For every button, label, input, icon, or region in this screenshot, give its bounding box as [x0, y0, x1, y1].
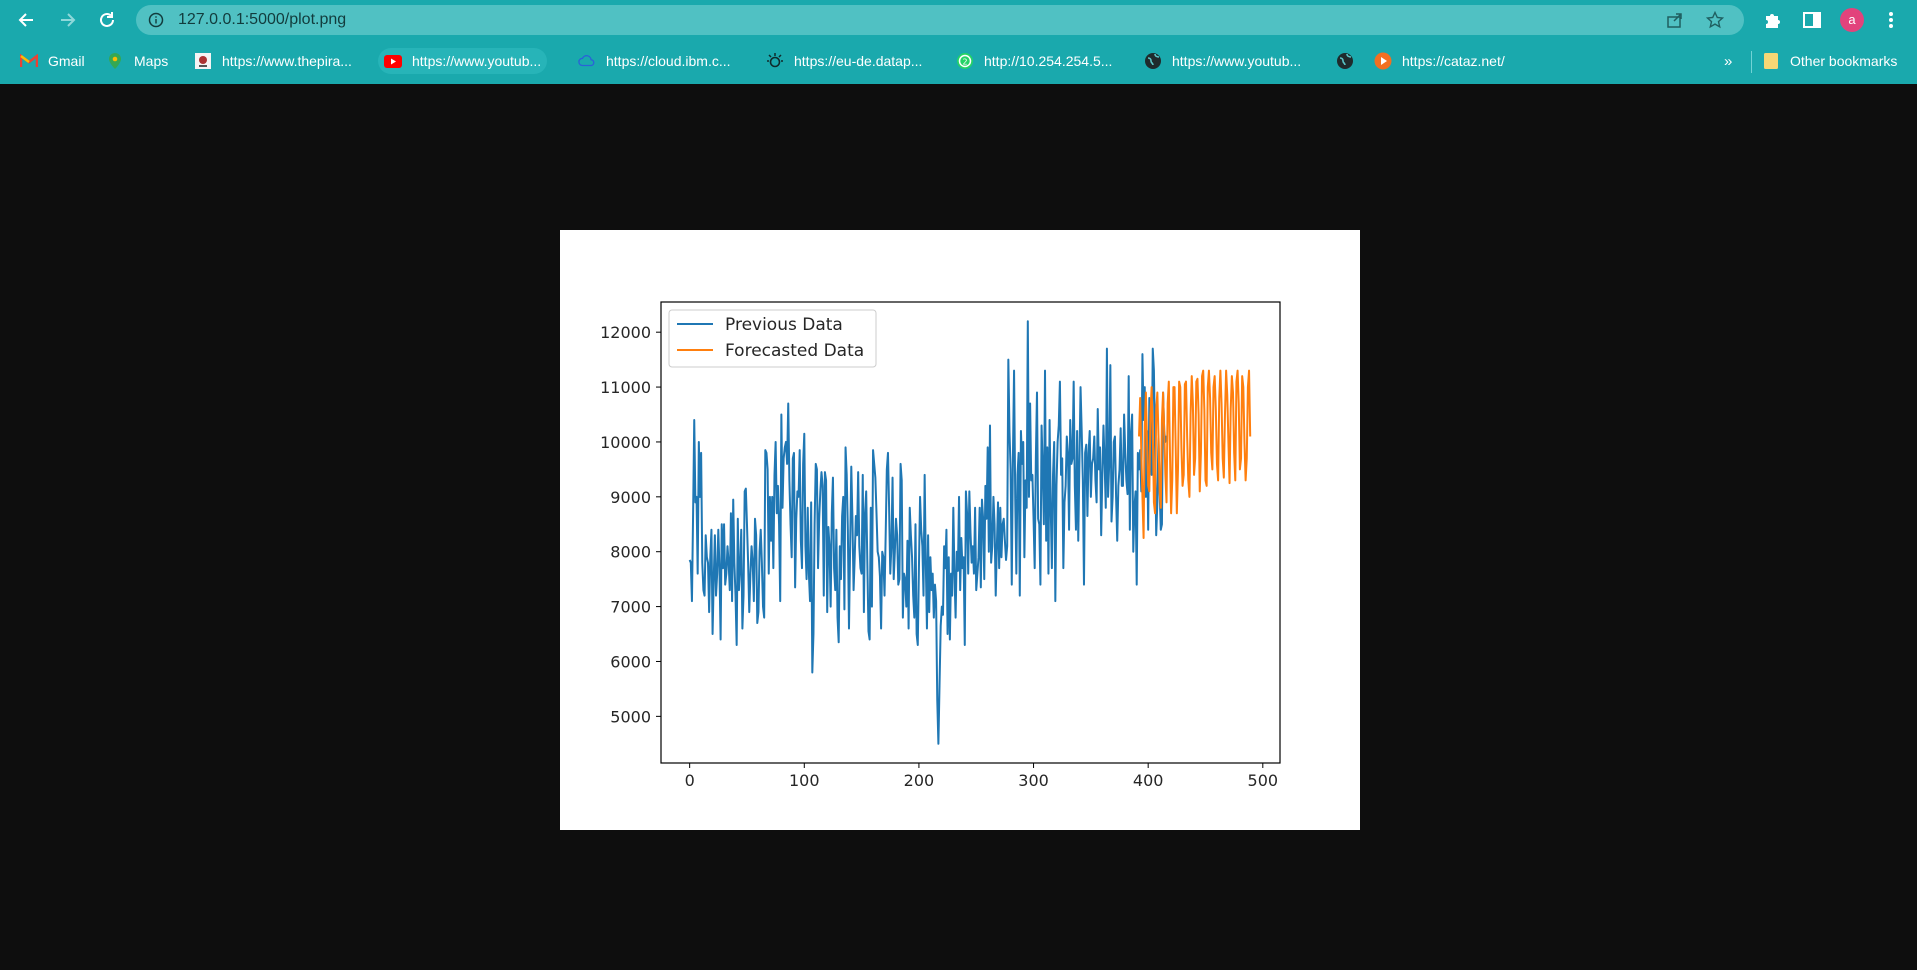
maps-icon — [106, 52, 124, 70]
extensions-button[interactable] — [1762, 9, 1784, 31]
ibm-data-icon — [766, 52, 784, 70]
bookmark-label: Gmail — [48, 53, 85, 69]
bookmark-label: https://cloud.ibm.c... — [606, 53, 731, 69]
other-bookmarks[interactable]: Other bookmarks — [1756, 48, 1903, 74]
ibm-cloud-icon — [578, 52, 596, 70]
bookmark-label: https://www.thepira... — [222, 53, 352, 69]
back-button[interactable] — [14, 7, 40, 33]
y-tick-label: 9000 — [610, 488, 651, 507]
bookmark-label: https://cataz.net/ — [1402, 53, 1505, 69]
play-icon — [1374, 52, 1392, 70]
url-text[interactable]: 127.0.0.1:5000/plot.png — [178, 11, 347, 28]
back-arrow-icon — [18, 13, 33, 27]
y-tick-label: 8000 — [610, 543, 651, 562]
site-info-icon[interactable] — [148, 12, 164, 28]
y-tick-label: 10000 — [600, 433, 651, 452]
side-panel-icon — [1803, 12, 1821, 28]
bookmark-ibm-cloud[interactable]: https://cloud.ibm.c... — [572, 48, 737, 74]
series-line-1 — [1138, 369, 1252, 539]
whatsapp-icon: 2 — [956, 52, 974, 70]
axes-frame — [660, 301, 1281, 764]
youtube-icon — [384, 52, 402, 70]
legend-label: Previous Data — [725, 315, 843, 335]
legend-label: Forecasted Data — [725, 341, 864, 361]
bookmark-cataz[interactable]: https://cataz.net/ — [1368, 48, 1511, 74]
x-tick-label: 0 — [685, 771, 695, 790]
bookmark-gmail[interactable]: Gmail — [14, 48, 91, 74]
x-tick-label: 200 — [904, 771, 935, 790]
y-tick-label: 5000 — [610, 707, 651, 726]
y-tick-label: 11000 — [600, 378, 651, 397]
bookmark-youtube-2[interactable]: https://www.youtub... — [1138, 48, 1307, 74]
forward-arrow-icon — [61, 13, 76, 27]
legend-box — [668, 309, 877, 368]
bookmark-label: Maps — [134, 53, 169, 69]
profile-avatar[interactable]: a — [1840, 8, 1864, 32]
gmail-icon — [20, 52, 38, 70]
y-tick-label: 7000 — [610, 598, 651, 617]
globe-icon — [1336, 52, 1354, 70]
bookmark-label: http://10.254.254.5... — [984, 53, 1113, 69]
bookmark-local-ip[interactable]: 2 http://10.254.254.5... — [950, 48, 1118, 74]
bookmark-youtube-1[interactable]: https://www.youtub... — [378, 48, 548, 74]
y-tick-label: 12000 — [600, 323, 651, 342]
bookmark-label: https://www.youtub... — [1172, 53, 1302, 69]
other-bookmarks-label: Other bookmarks — [1790, 53, 1898, 69]
pirate-icon — [194, 52, 212, 70]
bookmark-eu-de-data[interactable]: https://eu-de.datap... — [760, 48, 928, 74]
bookmark-star-icon[interactable] — [1706, 11, 1724, 29]
puzzle-icon — [1766, 14, 1780, 28]
folder-icon — [1762, 52, 1780, 70]
x-tick-label: 100 — [789, 771, 820, 790]
bookmarks-overflow-button[interactable]: » — [1724, 52, 1733, 70]
bookmark-thepirate[interactable]: https://www.thepira... — [188, 48, 358, 74]
address-bar[interactable]: 127.0.0.1:5000/plot.png — [136, 5, 1744, 35]
globe-icon — [1144, 52, 1162, 70]
reload-button[interactable] — [94, 7, 120, 33]
x-tick-label: 300 — [1018, 771, 1049, 790]
y-tick-label: 6000 — [610, 652, 651, 671]
forward-button[interactable] — [54, 7, 80, 33]
bookmarks-bar: Gmail Maps https://www.thepira... https:… — [0, 40, 1917, 84]
svg-text:2: 2 — [962, 57, 967, 66]
bookmark-label: https://www.youtub... — [412, 53, 542, 69]
kebab-menu-icon — [1889, 12, 1893, 28]
side-panel-button[interactable] — [1801, 9, 1823, 31]
bookmark-globe[interactable] — [1330, 48, 1360, 74]
browser-toolbar: 127.0.0.1:5000/plot.png a — [0, 0, 1917, 40]
bookmark-label: https://eu-de.datap... — [794, 53, 923, 69]
x-tick-label: 500 — [1248, 771, 1279, 790]
x-tick-label: 400 — [1133, 771, 1164, 790]
bookmarks-separator — [1751, 51, 1752, 73]
bookmark-maps[interactable]: Maps — [100, 48, 174, 74]
share-icon[interactable] — [1666, 11, 1684, 29]
reload-icon — [100, 12, 114, 27]
line-chart: 0 100 200 300 400 500 5000 6000 7000 8000 9000 1000… — [600, 301, 1281, 790]
plot-image: 0 100 200 300 400 500 5000 6000 7000 8000 9000 1000… — [560, 230, 1360, 830]
menu-button[interactable] — [1880, 9, 1902, 31]
series-line-0 — [688, 320, 1168, 745]
